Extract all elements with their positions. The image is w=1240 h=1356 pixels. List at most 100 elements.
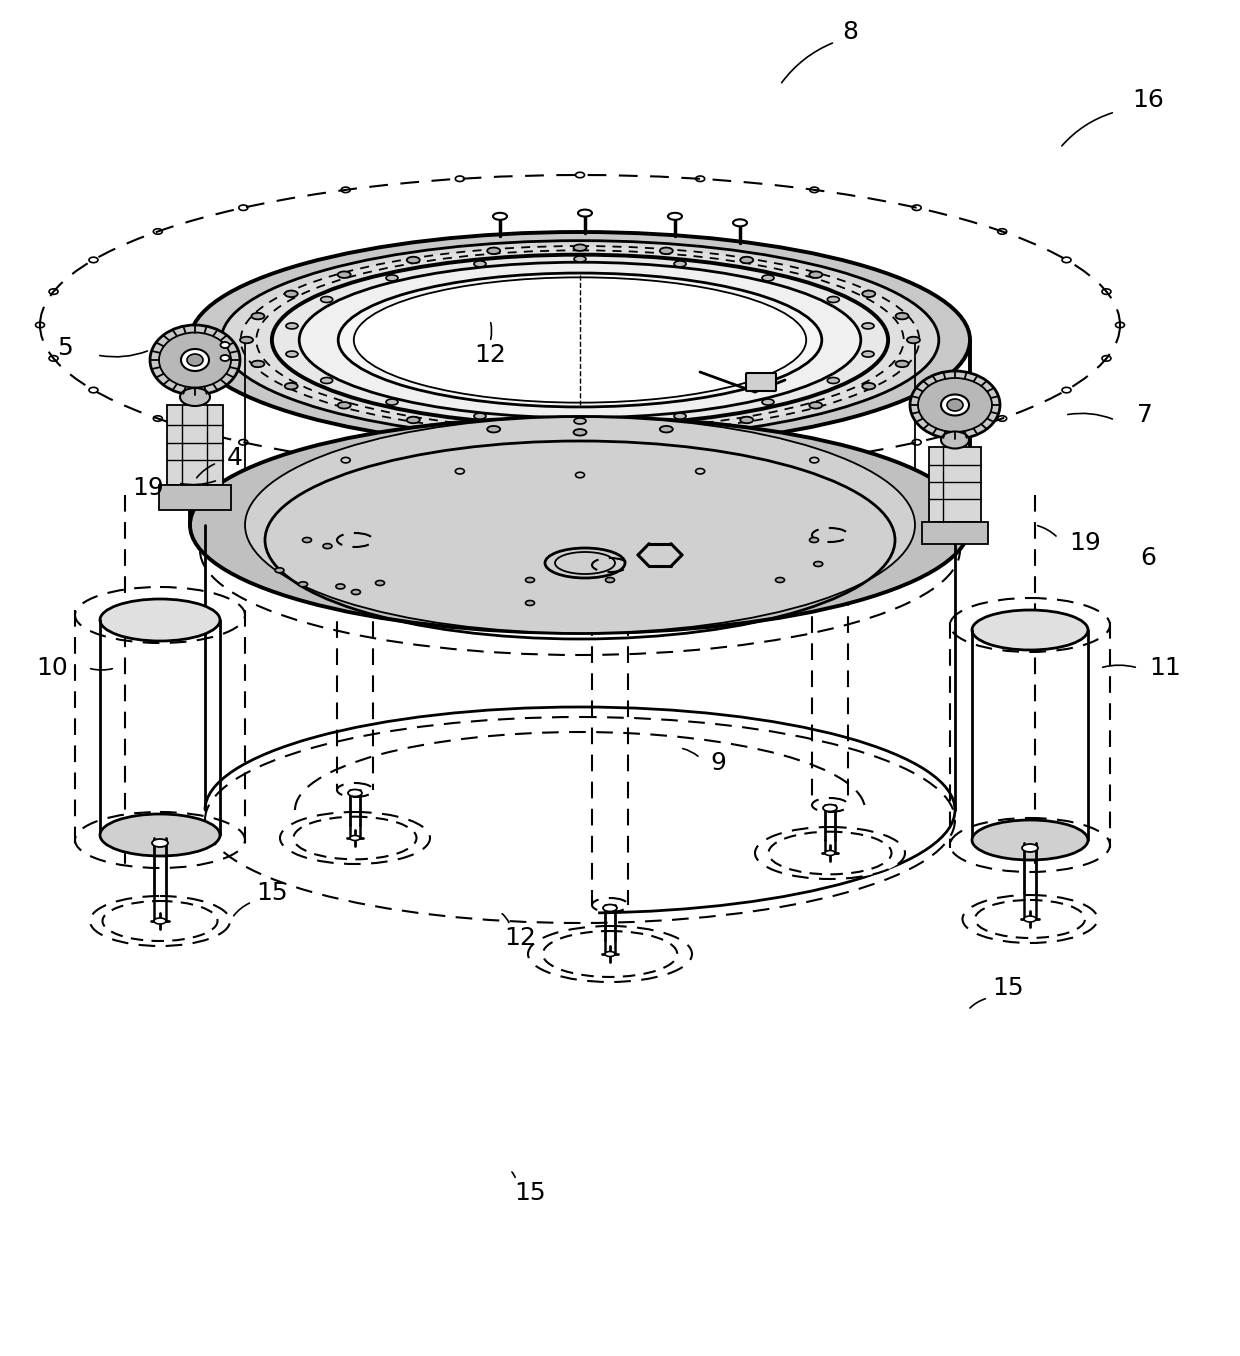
Ellipse shape bbox=[810, 271, 822, 278]
Text: 12: 12 bbox=[474, 343, 506, 367]
Ellipse shape bbox=[573, 244, 587, 251]
Ellipse shape bbox=[763, 275, 774, 281]
Text: 11: 11 bbox=[1149, 656, 1180, 679]
Ellipse shape bbox=[825, 850, 835, 856]
Ellipse shape bbox=[603, 904, 618, 911]
Ellipse shape bbox=[962, 895, 1097, 942]
Ellipse shape bbox=[280, 812, 430, 864]
Text: 10: 10 bbox=[36, 656, 68, 679]
Ellipse shape bbox=[252, 361, 264, 367]
Ellipse shape bbox=[972, 820, 1087, 860]
Ellipse shape bbox=[1022, 843, 1038, 852]
Ellipse shape bbox=[947, 399, 963, 411]
Ellipse shape bbox=[675, 414, 686, 419]
Ellipse shape bbox=[733, 220, 746, 226]
Text: 4: 4 bbox=[227, 446, 243, 471]
Ellipse shape bbox=[827, 377, 839, 384]
Ellipse shape bbox=[895, 361, 909, 367]
Ellipse shape bbox=[827, 297, 839, 302]
Ellipse shape bbox=[910, 372, 999, 439]
Ellipse shape bbox=[487, 426, 500, 433]
FancyBboxPatch shape bbox=[929, 447, 981, 522]
Ellipse shape bbox=[526, 601, 534, 606]
Ellipse shape bbox=[668, 213, 682, 220]
Ellipse shape bbox=[337, 401, 351, 408]
Ellipse shape bbox=[1024, 917, 1035, 922]
Ellipse shape bbox=[272, 255, 888, 426]
Text: 15: 15 bbox=[515, 1181, 546, 1205]
Ellipse shape bbox=[303, 537, 311, 542]
Ellipse shape bbox=[675, 260, 686, 267]
Ellipse shape bbox=[181, 348, 210, 372]
Ellipse shape bbox=[241, 336, 253, 343]
Ellipse shape bbox=[221, 240, 939, 439]
Ellipse shape bbox=[574, 418, 587, 424]
FancyBboxPatch shape bbox=[923, 522, 988, 544]
Ellipse shape bbox=[918, 378, 992, 433]
Ellipse shape bbox=[159, 332, 231, 388]
Ellipse shape bbox=[386, 399, 398, 405]
Ellipse shape bbox=[407, 256, 420, 263]
Ellipse shape bbox=[180, 388, 210, 405]
Ellipse shape bbox=[336, 584, 345, 589]
Ellipse shape bbox=[740, 416, 753, 423]
Ellipse shape bbox=[321, 377, 332, 384]
Ellipse shape bbox=[350, 835, 360, 841]
Ellipse shape bbox=[351, 590, 361, 594]
Ellipse shape bbox=[286, 323, 298, 330]
Ellipse shape bbox=[299, 582, 308, 587]
Ellipse shape bbox=[810, 537, 818, 542]
Ellipse shape bbox=[862, 290, 875, 297]
Ellipse shape bbox=[862, 351, 874, 357]
Ellipse shape bbox=[740, 256, 753, 263]
Ellipse shape bbox=[285, 290, 298, 297]
Ellipse shape bbox=[660, 248, 673, 254]
Ellipse shape bbox=[763, 399, 774, 405]
Ellipse shape bbox=[941, 395, 968, 415]
Ellipse shape bbox=[895, 313, 909, 320]
Ellipse shape bbox=[407, 416, 420, 423]
Ellipse shape bbox=[100, 599, 219, 641]
Ellipse shape bbox=[813, 561, 822, 567]
Ellipse shape bbox=[286, 351, 298, 357]
Ellipse shape bbox=[91, 896, 229, 946]
Ellipse shape bbox=[348, 789, 362, 796]
Ellipse shape bbox=[605, 952, 615, 956]
Ellipse shape bbox=[322, 544, 332, 549]
Ellipse shape bbox=[321, 297, 332, 302]
Ellipse shape bbox=[573, 428, 587, 435]
Text: 15: 15 bbox=[992, 976, 1024, 999]
Text: 15: 15 bbox=[257, 881, 288, 904]
FancyBboxPatch shape bbox=[159, 485, 231, 510]
Ellipse shape bbox=[823, 804, 837, 811]
Ellipse shape bbox=[221, 355, 229, 361]
Ellipse shape bbox=[526, 578, 534, 583]
Text: 12: 12 bbox=[505, 926, 536, 951]
Ellipse shape bbox=[578, 210, 591, 217]
Ellipse shape bbox=[494, 213, 507, 220]
Text: 7: 7 bbox=[1137, 403, 1153, 427]
Ellipse shape bbox=[660, 426, 673, 433]
Ellipse shape bbox=[906, 336, 920, 343]
Ellipse shape bbox=[100, 814, 219, 856]
FancyBboxPatch shape bbox=[746, 373, 776, 391]
Ellipse shape bbox=[339, 273, 822, 407]
Ellipse shape bbox=[285, 382, 298, 389]
Text: 6: 6 bbox=[1140, 546, 1156, 570]
Ellipse shape bbox=[386, 275, 398, 281]
Text: 9: 9 bbox=[711, 751, 725, 776]
Ellipse shape bbox=[775, 578, 785, 583]
Ellipse shape bbox=[574, 256, 587, 262]
Text: 16: 16 bbox=[1132, 88, 1164, 113]
Ellipse shape bbox=[605, 578, 615, 583]
Ellipse shape bbox=[252, 313, 264, 320]
Ellipse shape bbox=[474, 260, 486, 267]
Ellipse shape bbox=[187, 354, 203, 366]
Ellipse shape bbox=[862, 382, 875, 389]
Text: 19: 19 bbox=[133, 476, 164, 500]
Ellipse shape bbox=[810, 401, 822, 408]
Ellipse shape bbox=[221, 342, 229, 348]
Text: 19: 19 bbox=[1069, 532, 1101, 555]
Ellipse shape bbox=[154, 918, 166, 923]
Ellipse shape bbox=[376, 580, 384, 586]
